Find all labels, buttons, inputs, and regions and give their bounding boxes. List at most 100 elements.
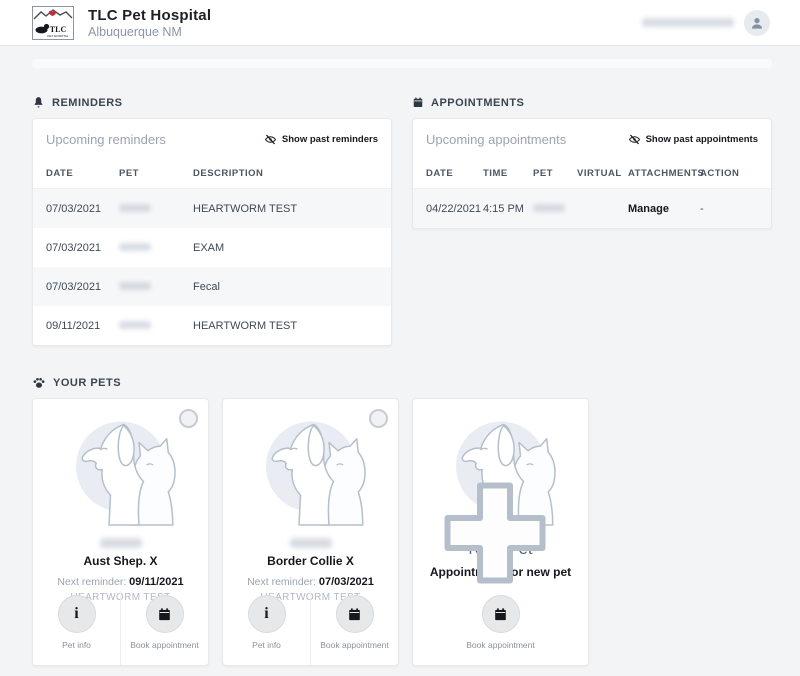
your-pets-section: YOUR PETS Aust Sh <box>32 376 772 666</box>
bell-icon <box>32 96 45 109</box>
next-reminder-date: 07/03/2021 <box>318 576 374 588</box>
book-appointment-button[interactable]: Book appointment <box>413 591 588 665</box>
person-icon <box>752 17 762 29</box>
pet-next-reminder: Next reminder: 07/03/2021 <box>223 576 398 588</box>
reminder-description: Fecal <box>193 280 220 293</box>
book-appointment-label: Book appointment <box>320 640 389 650</box>
reminders-table-header: DATE PET DESCRIPTION <box>33 158 391 189</box>
book-appointment-label: Book appointment <box>130 640 199 650</box>
pet-name-redacted <box>533 203 565 212</box>
col-date: DATE <box>46 167 74 179</box>
col-time: TIME <box>483 167 508 179</box>
pet-info-label: Pet info <box>62 640 91 650</box>
pet-info-label: Pet info <box>252 640 281 650</box>
pet-name-redacted <box>119 320 151 329</box>
app-header: TLC PET HOSPITAL TLC Pet Hospital Albuqu… <box>0 0 800 46</box>
reminder-date: 09/11/2021 <box>46 319 101 332</box>
reminders-section-head: REMINDERS <box>32 96 392 109</box>
book-appointment-label: Book appointment <box>466 640 535 650</box>
dog-cat-illustration-icon <box>265 421 366 526</box>
appointments-section-head: APPOINTMENTS <box>412 96 772 109</box>
show-past-appointments-label: Show past appointments <box>645 134 758 145</box>
reminder-date: 07/03/2021 <box>46 280 102 293</box>
pet-card-actions: Book appointment <box>413 591 588 665</box>
reminder-description: HEARTWORM TEST <box>193 319 298 332</box>
pet-illustration <box>61 411 181 531</box>
appointments-table-header: DATE TIME PET VIRTUAL ATTACHMENTS ACTION <box>413 158 771 189</box>
dog-cat-illustration-icon <box>75 421 176 526</box>
pet-card: Border Collie X Next reminder: 07/03/202… <box>222 398 399 666</box>
appointment-action: - <box>700 202 704 215</box>
pet-breed: Aust Shep. X <box>83 554 158 568</box>
show-past-reminders-label: Show past reminders <box>281 134 378 145</box>
show-past-reminders-button[interactable]: Show past reminders <box>264 134 378 145</box>
user-avatar[interactable] <box>744 9 770 36</box>
pet-next-reminder: Next reminder: 09/11/2021 <box>33 576 208 588</box>
manage-attachments-link[interactable]: Manage <box>628 202 669 215</box>
new-pet-card: New Pet Appointment for new pet Book app… <box>412 398 589 666</box>
pet-select-circle[interactable] <box>369 409 388 428</box>
eye-slash-icon <box>628 134 641 145</box>
clinic-logo-image: TLC PET HOSPITAL <box>33 8 73 38</box>
info-icon: i <box>57 595 96 633</box>
reminder-description: EXAM <box>193 241 225 254</box>
clinic-name: TLC Pet Hospital <box>88 6 212 24</box>
col-description: DESCRIPTION <box>193 167 264 179</box>
clinic-location: Albuquerque NM <box>88 24 182 39</box>
show-past-appointments-button[interactable]: Show past appointments <box>628 134 758 145</box>
pet-select-circle[interactable] <box>179 409 198 428</box>
your-pets-section-label: YOUR PETS <box>53 376 122 389</box>
reminder-date: 07/03/2021 <box>46 202 102 215</box>
col-date: DATE <box>426 167 454 179</box>
plus-icon <box>435 473 545 584</box>
your-pets-section-head: YOUR PETS <box>32 376 772 389</box>
reminder-row: 07/03/2021 Fecal <box>33 267 391 306</box>
pet-name-redacted <box>119 281 151 290</box>
pet-name-redacted <box>99 538 142 548</box>
reminders-card-title: Upcoming reminders <box>46 132 166 147</box>
reminders-card: Upcoming reminders Show past reminders D… <box>32 118 392 346</box>
col-pet: PET <box>119 167 139 179</box>
user-menu[interactable] <box>642 9 770 36</box>
calendar-icon <box>412 96 424 109</box>
pet-info-button[interactable]: i Pet info <box>223 591 310 665</box>
book-appointment-button[interactable]: Book appointment <box>120 591 208 665</box>
calendar-icon <box>481 595 520 633</box>
reminders-panel: REMINDERS Upcoming reminders Show past r… <box>32 96 392 346</box>
svg-text:PET HOSPITAL: PET HOSPITAL <box>47 34 69 38</box>
pet-name-redacted <box>289 538 332 548</box>
content-top-divider <box>32 59 772 68</box>
brand-block: TLC Pet Hospital Albuquerque NM <box>88 7 211 39</box>
pet-card-actions: i Pet info Book appointment <box>223 591 398 665</box>
col-virtual: VIRTUAL <box>577 167 622 179</box>
appointments-section-label: APPOINTMENTS <box>431 96 525 109</box>
book-appointment-button[interactable]: Book appointment <box>310 591 398 665</box>
col-action: ACTION <box>700 167 740 179</box>
appointment-row: 04/22/2021 4:15 PM Manage - <box>413 189 771 228</box>
col-pet: PET <box>533 167 553 179</box>
calendar-icon <box>335 595 374 633</box>
appointments-panel: APPOINTMENTS Upcoming appointments Show … <box>412 96 772 346</box>
info-icon: i <box>247 595 286 633</box>
reminder-row: 07/03/2021 EXAM <box>33 228 391 267</box>
pet-card-actions: i Pet info Book appointment <box>33 591 208 665</box>
reminder-description: HEARTWORM TEST <box>193 202 298 215</box>
pet-info-button[interactable]: i Pet info <box>33 591 120 665</box>
pet-name-redacted <box>119 242 151 251</box>
next-reminder-label: Next reminder: <box>247 576 316 588</box>
user-name-redacted <box>642 18 734 27</box>
pet-illustration <box>441 411 561 584</box>
reminder-row: 07/03/2021 HEARTWORM TEST <box>33 189 391 228</box>
reminders-section-label: REMINDERS <box>52 96 123 109</box>
appointments-card-title: Upcoming appointments <box>426 132 567 147</box>
next-reminder-date: 09/11/2021 <box>129 576 184 588</box>
eye-slash-icon <box>264 134 277 145</box>
paw-icon <box>32 376 46 389</box>
appointments-card: Upcoming appointments Show past appointm… <box>412 118 772 229</box>
pet-breed: Border Collie X <box>267 554 354 568</box>
appointment-time: 4:15 PM <box>483 202 524 215</box>
next-reminder-label: Next reminder: <box>57 576 127 588</box>
pet-name-redacted <box>119 203 151 212</box>
pet-illustration <box>251 411 371 531</box>
clinic-logo[interactable]: TLC PET HOSPITAL <box>32 5 74 40</box>
